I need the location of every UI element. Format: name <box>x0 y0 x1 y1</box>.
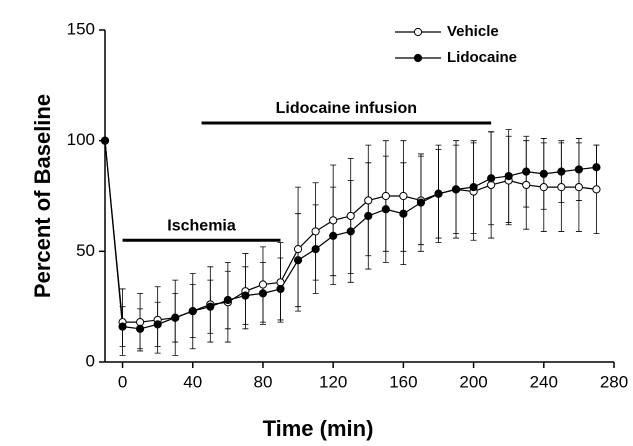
annotation-text: Lidocaine infusion <box>276 100 417 117</box>
data-point <box>100 136 110 145</box>
data-point <box>153 320 162 329</box>
data-point <box>258 280 268 289</box>
data-point <box>329 231 338 240</box>
legend-marker <box>413 53 423 63</box>
data-point <box>364 196 373 205</box>
data-point <box>293 256 303 265</box>
x-tick-label: 0 <box>118 372 127 391</box>
data-point <box>399 209 408 218</box>
data-point <box>171 313 180 322</box>
data-point <box>381 205 390 214</box>
data-point <box>451 185 461 194</box>
x-tick-label: 160 <box>389 372 417 391</box>
y-tick-label: 0 <box>86 351 95 370</box>
data-point <box>399 191 408 201</box>
y-axis-label: Percent of Baseline <box>30 94 55 298</box>
legend-label: Lidocaine <box>447 49 517 66</box>
x-tick-label: 40 <box>183 372 202 391</box>
x-tick-label: 120 <box>319 372 347 391</box>
data-point <box>258 289 268 298</box>
x-tick-label: 240 <box>530 372 558 391</box>
data-point <box>557 183 566 192</box>
data-point <box>592 185 601 194</box>
data-point <box>487 180 496 190</box>
data-point <box>136 324 145 333</box>
data-point <box>557 167 566 176</box>
legend-marker <box>413 27 423 37</box>
x-tick-label: 200 <box>459 372 487 391</box>
data-point <box>293 245 303 254</box>
data-point <box>311 245 320 254</box>
data-point <box>487 174 496 183</box>
y-tick-label: 100 <box>67 130 95 149</box>
x-tick-label: 80 <box>254 372 273 391</box>
data-point <box>136 318 145 327</box>
legend-label: Vehicle <box>447 23 499 40</box>
data-point <box>522 180 531 190</box>
y-tick-label: 50 <box>76 241 95 260</box>
data-point <box>539 183 548 192</box>
data-point <box>346 211 355 221</box>
data-point <box>522 167 531 176</box>
data-point <box>276 284 285 294</box>
data-point <box>539 169 548 178</box>
data-point <box>118 322 127 331</box>
data-point <box>469 183 478 192</box>
data-point <box>592 163 601 172</box>
data-point <box>276 278 285 287</box>
data-point <box>188 306 197 316</box>
data-point <box>504 171 513 181</box>
data-point <box>329 216 338 225</box>
data-point <box>241 291 250 300</box>
data-point <box>206 302 215 311</box>
x-axis-label: Time (min) <box>263 416 374 441</box>
data-point <box>574 165 583 174</box>
data-point <box>381 191 390 201</box>
annotation-text: Ischemia <box>167 217 236 234</box>
data-point <box>346 227 355 236</box>
data-point <box>311 227 320 236</box>
x-tick-label: 280 <box>600 372 628 391</box>
data-point <box>223 295 232 305</box>
data-point <box>574 183 583 192</box>
data-point <box>364 211 373 221</box>
data-point <box>416 198 426 207</box>
data-point <box>434 189 443 198</box>
y-tick-label: 150 <box>67 19 95 38</box>
